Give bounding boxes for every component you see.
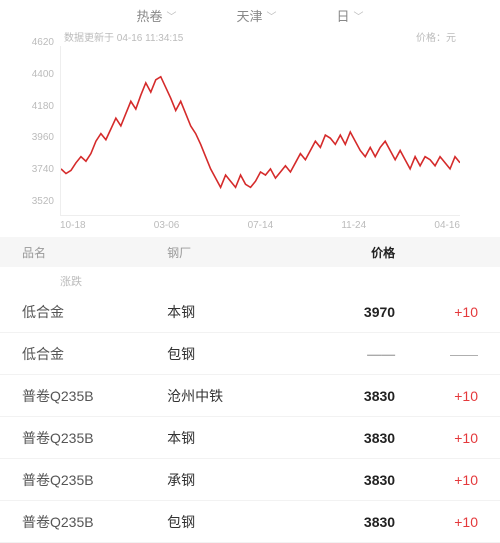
top-selectors: 热卷 ﹀ 天津 ﹀ 日 ﹀ <box>0 0 500 27</box>
table-row[interactable]: 普卷Q235B本钢3830+10 <box>0 417 500 459</box>
price-table-body: 低合金本钢3970+10低合金包钢————普卷Q235B沧州中铁3830+10普… <box>0 291 500 543</box>
city-selector[interactable]: 天津 ﹀ <box>236 6 276 25</box>
period-selector[interactable]: 日 ﹀ <box>337 6 364 25</box>
chevron-down-icon: ﹀ <box>267 8 277 23</box>
cell-mill: 沧州中铁 <box>167 386 291 406</box>
cell-name: 低合金 <box>22 302 167 322</box>
cell-name: 低合金 <box>22 344 167 364</box>
cell-change: +10 <box>395 304 478 320</box>
chevron-down-icon: ﹀ <box>166 8 176 23</box>
y-tick: 4400 <box>22 69 54 80</box>
table-header: 品名 钢厂 价格 <box>0 237 500 267</box>
chart-update-time: 数据更新于 04-16 11:34:15 <box>64 29 183 44</box>
table-row[interactable]: 普卷Q235B包钢3830+10 <box>0 501 500 543</box>
cell-mill: 承钢 <box>167 470 291 490</box>
chart-line <box>61 46 460 215</box>
chart-y-axis: 4620 4400 4180 3960 3740 3520 <box>22 37 54 207</box>
cell-price: 3970 <box>291 304 395 320</box>
table-row[interactable]: 普卷Q235B承钢3830+10 <box>0 459 500 501</box>
period-label: 日 <box>337 6 350 25</box>
cell-name: 普卷Q235B <box>22 470 167 490</box>
cell-price: 3830 <box>291 388 395 404</box>
header-mill: 钢厂 <box>167 244 291 261</box>
header-price: 价格 <box>291 244 395 261</box>
cell-price: 3830 <box>291 514 395 530</box>
chart-x-axis: 10-18 03-06 07-14 11-24 04-16 <box>60 216 460 237</box>
category-label: 热卷 <box>136 6 162 25</box>
y-tick: 4180 <box>22 101 54 112</box>
chevron-down-icon: ﹀ <box>354 8 364 23</box>
cell-change: —— <box>395 346 478 362</box>
cell-mill: 本钢 <box>167 428 291 448</box>
table-row[interactable]: 普卷Q235B沧州中铁3830+10 <box>0 375 500 417</box>
header-change: 涨跌 <box>0 267 500 291</box>
chart-price-unit: 价格：元 <box>416 29 456 44</box>
x-tick: 11-24 <box>341 220 366 231</box>
cell-mill: 包钢 <box>167 344 291 364</box>
cell-name: 普卷Q235B <box>22 428 167 448</box>
x-tick: 03-06 <box>154 220 180 231</box>
y-tick: 4620 <box>22 37 54 48</box>
x-tick: 07-14 <box>248 220 274 231</box>
price-chart: 数据更新于 04-16 11:34:15 价格：元 4620 4400 4180 39… <box>0 27 500 237</box>
x-tick: 10-18 <box>60 220 86 231</box>
category-selector[interactable]: 热卷 ﹀ <box>136 6 176 25</box>
y-tick: 3520 <box>22 196 54 207</box>
cell-change: +10 <box>395 514 478 530</box>
cell-change: +10 <box>395 388 478 404</box>
table-row[interactable]: 低合金包钢———— <box>0 333 500 375</box>
cell-mill: 包钢 <box>167 512 291 532</box>
cell-name: 普卷Q235B <box>22 512 167 532</box>
header-name: 品名 <box>22 244 167 261</box>
x-tick: 04-16 <box>434 220 460 231</box>
chart-plot[interactable] <box>60 46 460 216</box>
cell-mill: 本钢 <box>167 302 291 322</box>
cell-price: —— <box>291 346 395 362</box>
y-tick: 3960 <box>22 132 54 143</box>
city-label: 天津 <box>236 6 262 25</box>
cell-price: 3830 <box>291 472 395 488</box>
cell-change: +10 <box>395 472 478 488</box>
cell-name: 普卷Q235B <box>22 386 167 406</box>
cell-price: 3830 <box>291 430 395 446</box>
y-tick: 3740 <box>22 164 54 175</box>
table-row[interactable]: 低合金本钢3970+10 <box>0 291 500 333</box>
cell-change: +10 <box>395 430 478 446</box>
